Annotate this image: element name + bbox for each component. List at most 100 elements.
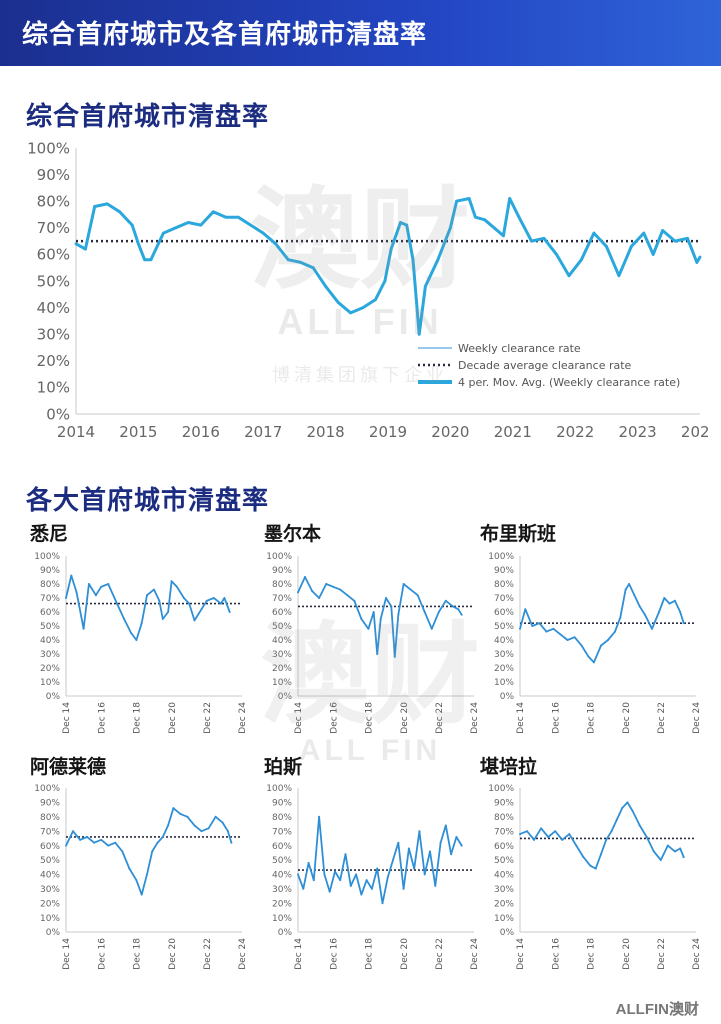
combined-data-point	[580, 258, 583, 262]
brisbane-data-point	[682, 622, 685, 625]
combined-series-line	[75, 197, 702, 336]
perth-y-tick-label: 90%	[272, 799, 292, 809]
sydney-y-tick-label: 90%	[40, 566, 60, 576]
melbourne-x-tick-label: Dec 22	[435, 702, 445, 734]
sydney-data-point	[140, 622, 143, 625]
canberra-y-tick-label: 80%	[494, 813, 514, 823]
perth-data-point	[444, 824, 447, 827]
perth-data-point	[460, 844, 463, 847]
adelaide-data-point	[167, 824, 170, 827]
melbourne-y-tick-label: 20%	[272, 664, 292, 674]
perth-data-point	[392, 859, 395, 861]
combined-data-point	[467, 197, 471, 200]
combined-data-point	[143, 258, 147, 262]
combined-y-tick-label: 80%	[37, 192, 70, 210]
canberra-chart-svg: 0% 10% 20% 30% 40% 50% 60% 70% 80% 90% 100% Dec 14 D…	[488, 784, 702, 970]
canberra-data-point	[533, 838, 536, 841]
combined-data-point	[299, 260, 303, 264]
canberra-data-point	[568, 833, 571, 836]
adelaide-x-tick-label: Dec 24	[238, 938, 248, 970]
brisbane-data-point	[651, 627, 653, 630]
perth-chart: 0% 10% 20% 30% 40% 50% 60% 70% 80% 90% 100% Dec 14 D…	[254, 780, 480, 976]
combined-data-point	[236, 215, 240, 219]
city-title-melbourne: 墨尔本	[264, 523, 322, 545]
adelaide-y-tick-label: 40%	[40, 871, 60, 881]
brisbane-data-point	[545, 630, 548, 633]
perth-data-point	[355, 873, 358, 876]
brisbane-y-tick-label: 10%	[494, 678, 514, 688]
brisbane-x-tick-label: Dec 24	[692, 702, 702, 734]
sydney-data-point	[75, 591, 78, 594]
combined-data-point	[483, 218, 487, 222]
adelaide-x-tick-label: Dec 22	[203, 938, 213, 970]
sydney-data-point	[205, 599, 208, 602]
melbourne-data-point	[402, 583, 405, 585]
perth-data-point	[333, 870, 336, 873]
melbourne-chart: 0% 10% 20% 30% 40% 50% 60% 70% 80% 90% 100% Dec 14 D…	[254, 548, 480, 740]
combined-data-point	[83, 247, 87, 251]
brisbane-data-point	[566, 639, 569, 641]
combined-y-tick-label: 20%	[37, 352, 70, 370]
combined-x-tick-label: 2020	[431, 423, 469, 441]
melbourne-data-point	[397, 613, 400, 616]
brisbane-y-tick-label: 50%	[494, 622, 514, 632]
adelaide-data-point	[161, 835, 164, 838]
brisbane-chart: 0% 10% 20% 30% 40% 50% 60% 70% 80% 90% 100% Dec 14 D…	[476, 548, 702, 740]
perth-data-point	[455, 835, 458, 838]
melbourne-y-tick-label: 40%	[272, 636, 292, 646]
canberra-data-point	[582, 856, 585, 859]
melbourne-data-point	[409, 588, 412, 591]
brisbane-data-point	[519, 627, 521, 630]
melbourne-data-point	[390, 605, 393, 608]
perth-y-tick-label: 100%	[266, 784, 292, 794]
combined-data-point	[105, 202, 109, 206]
adelaide-y-tick-label: 20%	[40, 899, 60, 909]
canberra-series-line	[519, 801, 685, 870]
melbourne-series-line	[297, 576, 463, 658]
combined-chart: 0% 10% 20% 30% 40% 50% 60% 70% 80% 90% 100% 2014 201…	[20, 134, 710, 452]
brisbane-y-tick-label: 0%	[500, 692, 515, 702]
brisbane-y-tick-label: 90%	[494, 566, 514, 576]
perth-y-tick-label: 0%	[278, 928, 293, 938]
brisbane-data-point	[559, 633, 562, 636]
canberra-data-point	[666, 844, 669, 847]
sydney-data-point	[82, 627, 85, 630]
canberra-x-tick-label: Dec 22	[657, 938, 667, 970]
brisbane-data-point	[587, 655, 590, 658]
melbourne-data-point	[423, 611, 426, 613]
sydney-data-point	[87, 583, 90, 585]
combined-data-point	[629, 245, 633, 248]
perth-data-point	[328, 890, 331, 893]
combined-data-point	[261, 231, 265, 235]
melbourne-data-point	[437, 611, 440, 613]
perth-data-point	[381, 902, 384, 905]
brisbane-y-tick-label: 40%	[494, 636, 514, 646]
sydney-chart: 0% 10% 20% 30% 40% 50% 60% 70% 80% 90% 100% Dec 14 D…	[22, 548, 248, 740]
sydney-x-tick-label: Dec 20	[168, 702, 178, 734]
adelaide-data-point	[179, 812, 182, 815]
sydney-y-tick-label: 70%	[40, 594, 60, 604]
combined-data-point	[186, 221, 190, 224]
melbourne-data-point	[372, 611, 375, 613]
sydney-y-tick-label: 50%	[40, 622, 60, 632]
canberra-data-point	[679, 847, 682, 850]
brisbane-data-point	[538, 622, 541, 625]
canberra-data-point	[575, 844, 578, 847]
sydney-data-point	[182, 597, 185, 599]
combined-y-tick-label: 30%	[37, 325, 70, 343]
perth-y-tick-label: 80%	[272, 813, 292, 823]
adelaide-data-point	[135, 879, 138, 882]
perth-data-point	[386, 876, 389, 879]
brisbane-y-tick-label: 70%	[494, 594, 514, 604]
brisbane-x-tick-label: Dec 18	[587, 702, 597, 734]
combined-x-tick-label: 2022	[556, 423, 594, 441]
legend-label: Decade average clearance rate	[458, 359, 632, 372]
canberra-x-tick-label: Dec 24	[692, 938, 702, 970]
canberra-data-point	[554, 830, 557, 833]
canberra-y-tick-label: 40%	[494, 871, 514, 881]
sydney-x-tick-label: Dec 14	[62, 702, 72, 734]
canberra-data-point	[652, 850, 655, 853]
combined-y-tick-label: 100%	[27, 139, 70, 157]
sydney-data-point	[107, 583, 110, 585]
sydney-data-point	[65, 597, 67, 599]
